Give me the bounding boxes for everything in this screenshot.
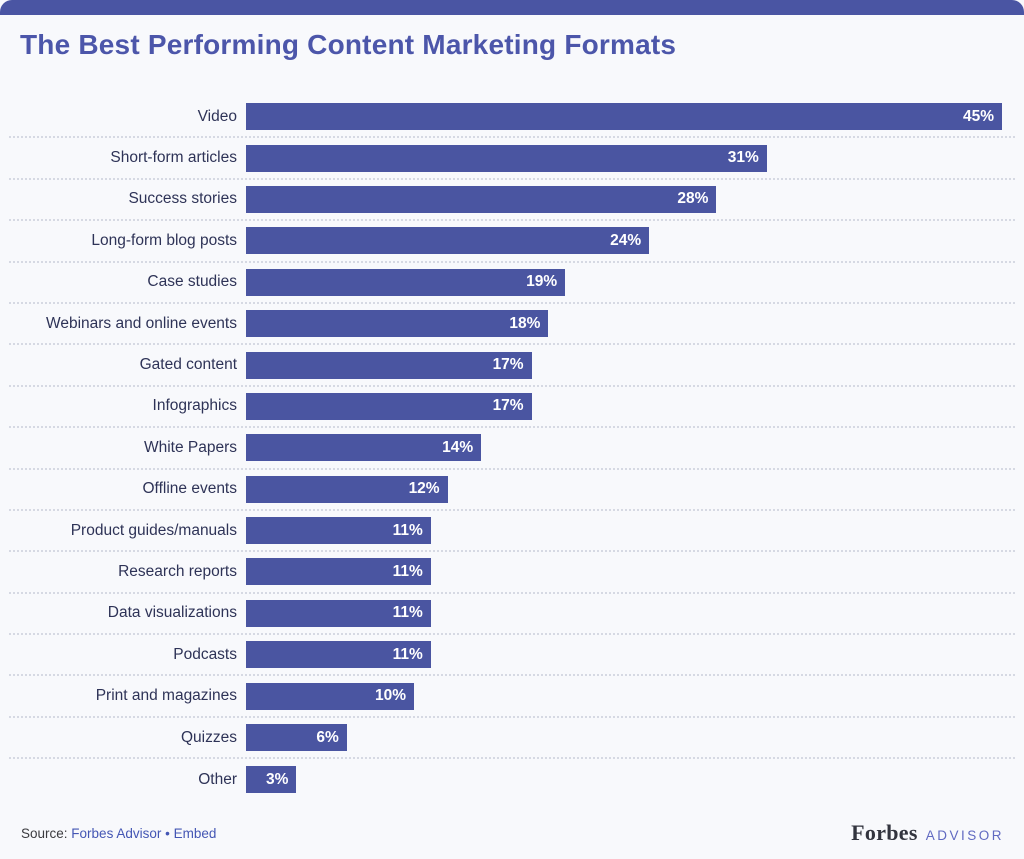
chart-row: Infographics 17%	[9, 387, 1015, 429]
value-label: 31%	[727, 149, 759, 167]
value-label: 11%	[392, 521, 423, 539]
advisor-wordmark: ADVISOR	[925, 828, 1004, 843]
forbes-advisor-logo[interactable]: Forbes ADVISOR	[851, 820, 1004, 846]
value-label: 11%	[392, 645, 423, 663]
chart-row: Webinars and online events 18%	[9, 304, 1015, 346]
bar: 31%	[246, 144, 767, 172]
bar-track: 6%	[246, 724, 1002, 752]
bar-track: 19%	[246, 268, 1002, 296]
accent-top-strip	[0, 0, 1024, 15]
category-label: Other	[198, 770, 237, 788]
chart-row: Short-form articles 31%	[9, 138, 1015, 180]
chart-row: Video 45%	[9, 97, 1015, 139]
bar-track: 11%	[246, 558, 1002, 586]
value-label: 45%	[962, 107, 994, 125]
value-label: 19%	[526, 273, 558, 291]
category-label: Webinars and online events	[45, 314, 237, 332]
chart-rows: Video 45% Short-form articles 31% Success st…	[9, 97, 1015, 801]
chart-row: Print and magazines 10%	[9, 676, 1015, 718]
category-label: Long-form blog posts	[91, 231, 237, 249]
bar: 28%	[246, 185, 717, 213]
category-label: Podcasts	[173, 645, 237, 663]
category-label: Print and magazines	[95, 687, 237, 705]
source-prefix-label: Source:	[21, 825, 68, 841]
chart-row: Podcasts 11%	[9, 635, 1015, 677]
value-label: 14%	[442, 438, 474, 456]
category-label: Case studies	[147, 273, 237, 291]
bar-track: 17%	[246, 351, 1002, 379]
chart-row: Long-form blog posts 24%	[9, 221, 1015, 263]
value-label: 17%	[492, 397, 524, 415]
bar: 6%	[246, 724, 347, 752]
bar-track: 11%	[246, 641, 1002, 669]
value-label: 12%	[408, 480, 440, 498]
chart-title: The Best Performing Content Marketing Fo…	[20, 29, 677, 60]
category-label: Infographics	[152, 397, 237, 415]
category-label: Gated content	[139, 356, 237, 374]
chart-row: Other 3%	[9, 759, 1015, 800]
bar-track: 3%	[246, 766, 1002, 794]
source-link-forbes-advisor[interactable]: Forbes Advisor	[71, 825, 162, 841]
value-label: 28%	[677, 190, 709, 208]
bar-track: 24%	[246, 227, 1002, 255]
value-label: 11%	[392, 562, 423, 580]
source-separator-bullet: •	[165, 825, 170, 841]
bar-track: 12%	[246, 475, 1002, 503]
source-link-embed[interactable]: Embed	[173, 825, 217, 841]
forbes-wordmark: Forbes	[851, 820, 918, 845]
bar: 18%	[246, 310, 549, 338]
chart-row: Research reports 11%	[9, 552, 1015, 594]
value-label: 6%	[316, 728, 339, 746]
bar: 14%	[246, 434, 482, 462]
category-label: Video	[197, 107, 237, 125]
source-line: Source: Forbes Advisor • Embed	[21, 826, 216, 841]
category-label: Research reports	[118, 562, 237, 580]
bar: 11%	[246, 558, 431, 586]
category-label: Success stories	[128, 190, 237, 208]
chart-row: Data visualizations 11%	[9, 594, 1015, 636]
category-label: Short-form articles	[110, 149, 237, 167]
category-label: Quizzes	[181, 728, 237, 746]
value-label: 10%	[374, 687, 406, 705]
category-label: Product guides/manuals	[70, 521, 237, 539]
value-label: 17%	[492, 356, 524, 374]
bar: 45%	[246, 103, 1002, 131]
category-label: Data visualizations	[107, 604, 237, 622]
value-label: 24%	[610, 231, 642, 249]
bar: 12%	[246, 475, 448, 503]
category-label: Offline events	[142, 480, 238, 498]
bar-track: 18%	[246, 310, 1002, 338]
chart-row: Product guides/manuals 11%	[9, 511, 1015, 553]
bar: 3%	[246, 766, 297, 794]
chart-row: Quizzes 6%	[9, 718, 1015, 760]
bar: 17%	[246, 392, 532, 420]
category-label: White Papers	[143, 438, 237, 456]
footer: Source: Forbes Advisor • Embed Forbes AD…	[21, 820, 1004, 846]
chart-row: White Papers 14%	[9, 428, 1015, 470]
bar-track: 31%	[246, 144, 1002, 172]
bar-track: 10%	[246, 682, 1002, 710]
bar-track: 28%	[246, 185, 1002, 213]
bar-track: 11%	[246, 599, 1002, 627]
chart-row: Offline events 12%	[9, 470, 1015, 511]
bar-track: 45%	[246, 103, 1002, 131]
chart-row: Gated content 17%	[9, 345, 1015, 387]
bar: 24%	[246, 227, 650, 255]
bar-track: 14%	[246, 434, 1002, 462]
value-label: 18%	[509, 314, 541, 332]
bar: 19%	[246, 268, 566, 296]
chart-row: Success stories 28%	[9, 180, 1015, 222]
value-label: 11%	[392, 604, 423, 622]
bar: 11%	[246, 517, 431, 545]
bar-chart: Video 45% Short-form articles 31% Success st…	[9, 97, 1015, 801]
bar: 17%	[246, 351, 532, 379]
bar: 11%	[246, 599, 431, 627]
bar-track: 17%	[246, 392, 1002, 420]
value-label: 3%	[265, 770, 289, 788]
bar-track: 11%	[246, 517, 1002, 545]
chart-row: Case studies 19%	[9, 263, 1015, 304]
bar: 10%	[246, 682, 414, 710]
bar: 11%	[246, 641, 431, 669]
